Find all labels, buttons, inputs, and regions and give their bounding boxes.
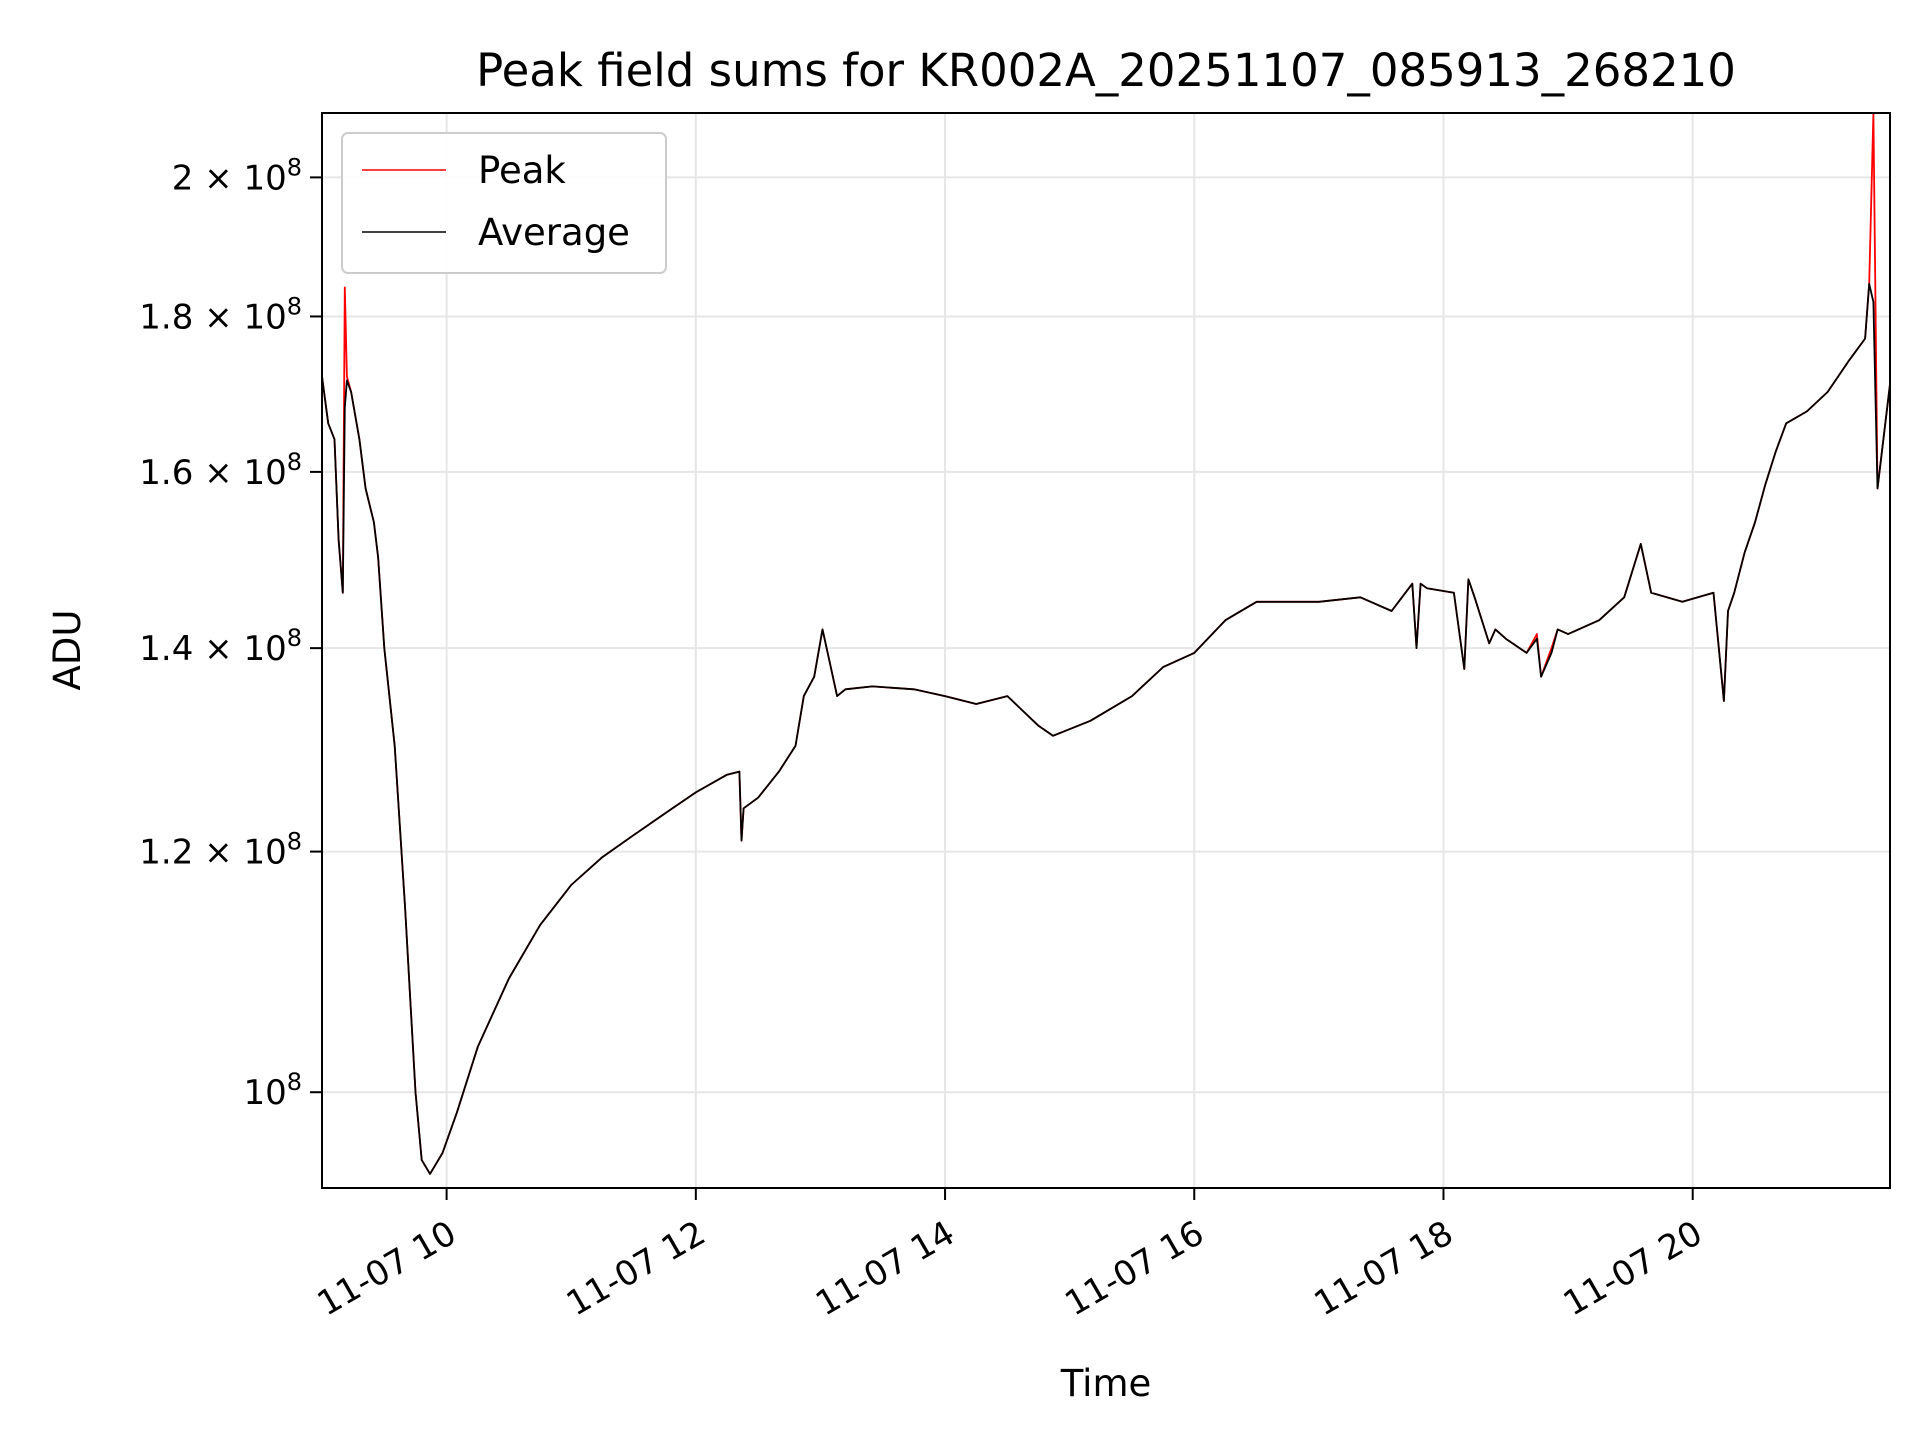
y-axis-label: ADU xyxy=(46,610,89,691)
y-tick-label: 108 xyxy=(243,1068,302,1113)
y-tick-label: 1.2 × 108 xyxy=(139,828,302,873)
legend-label-peak: Peak xyxy=(478,149,566,192)
y-tick-label: 1.4 × 108 xyxy=(139,624,302,669)
y-tick-label: 2 × 108 xyxy=(172,153,302,198)
legend: Peak Average xyxy=(341,132,667,274)
y-tick-label: 1.8 × 108 xyxy=(139,292,302,337)
y-tick-label: 1.6 × 108 xyxy=(139,448,302,493)
x-axis-label: Time xyxy=(1060,1362,1152,1405)
y-axis-ticks: 108 1.2 × 108 1.4 × 108 1.6 × 108 1.8 × 108 2… xyxy=(139,153,322,1113)
legend-label-average: Average xyxy=(478,211,630,254)
legend-box xyxy=(341,132,667,274)
plot-frame xyxy=(321,112,1891,1189)
series-line-average xyxy=(321,282,1891,1175)
series-lines xyxy=(321,112,1891,1175)
chart-title: Peak field sums for KR002A_20251107_0859… xyxy=(476,44,1736,97)
